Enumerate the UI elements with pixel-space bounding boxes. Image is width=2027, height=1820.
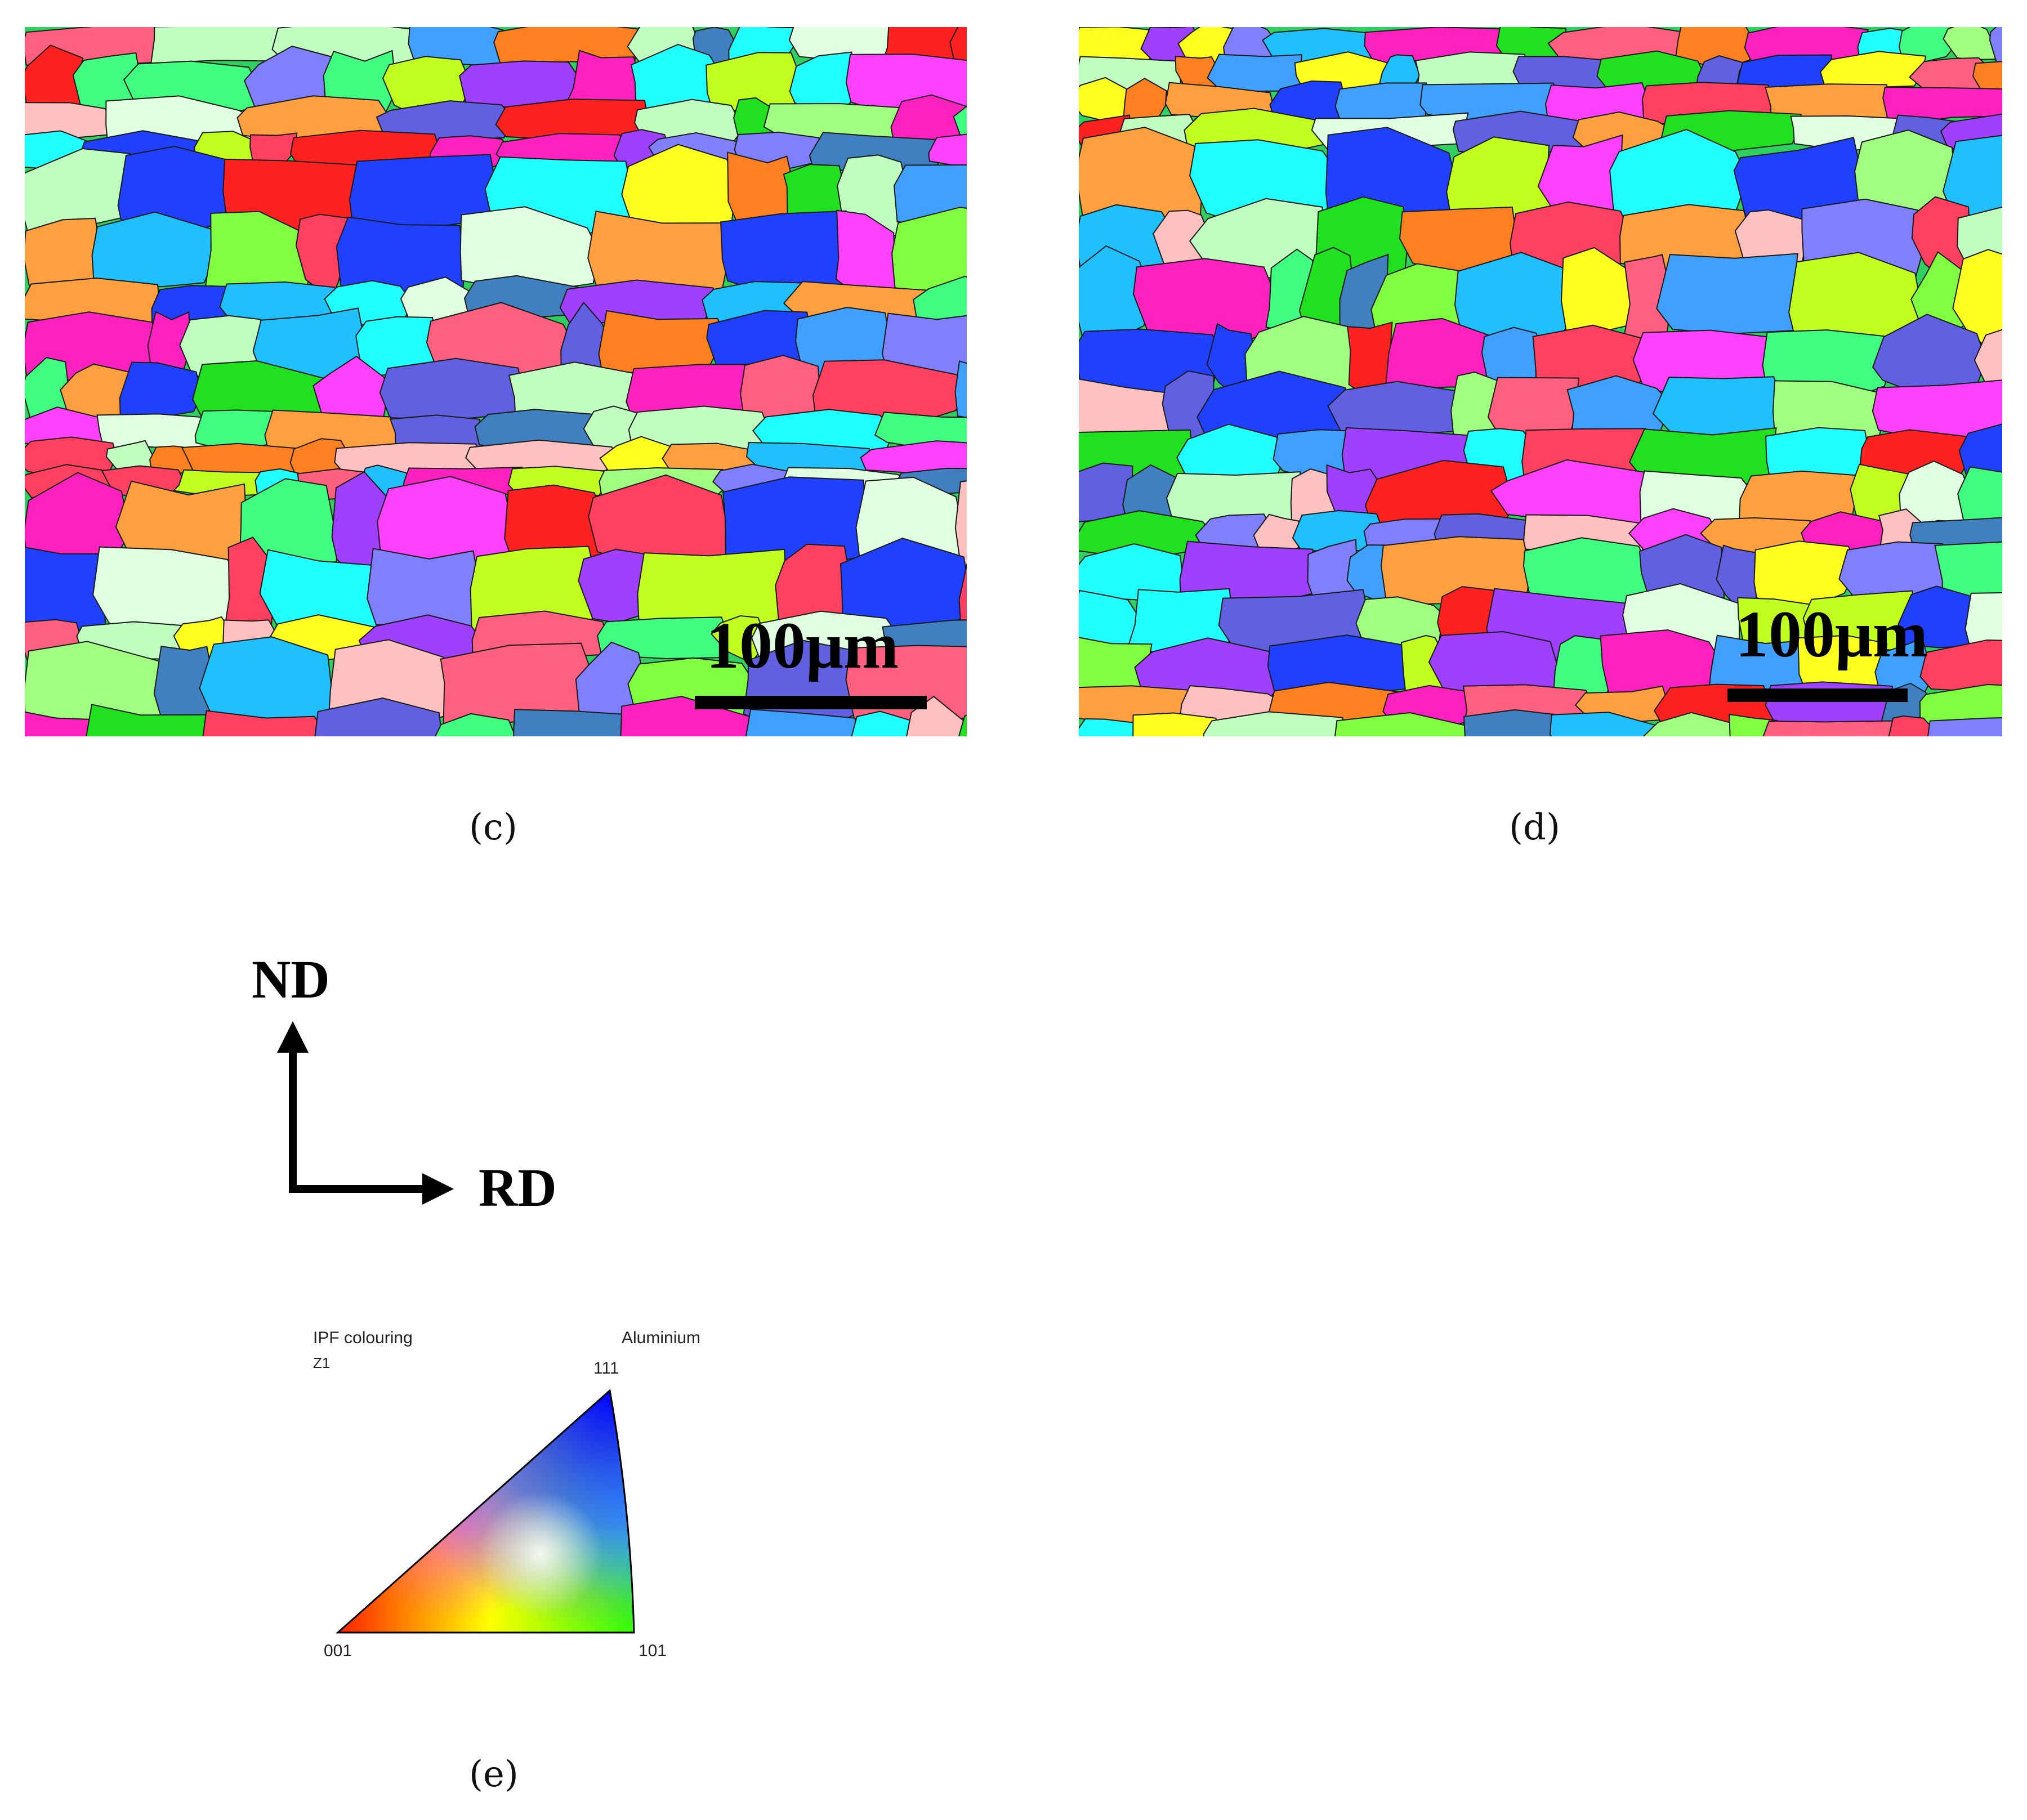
grain: [314, 697, 443, 736]
grain: [1989, 27, 2002, 65]
scale-bar-label-d: 100μm: [1735, 597, 1928, 671]
grain: [1943, 135, 2002, 221]
grain: [1463, 709, 1570, 736]
grain: [91, 211, 220, 288]
grain: [954, 360, 967, 418]
grain: [597, 616, 730, 659]
ebsd-map-d: 100μm: [1079, 27, 2002, 736]
grain: [1965, 592, 2002, 655]
grain: [1972, 61, 2002, 96]
grain: [1642, 712, 1744, 736]
grain: [435, 713, 516, 736]
grain-map-c: [25, 27, 967, 736]
rd-arrow: [289, 1173, 454, 1205]
grain: [379, 357, 523, 421]
grain: [459, 206, 600, 294]
ipf-material: Aluminium: [622, 1329, 701, 1347]
caption-d: (d): [1509, 807, 1560, 848]
scale-bar-c: [695, 696, 927, 709]
grain: [1203, 711, 1343, 736]
ebsd-map-c: 100μm: [25, 27, 967, 736]
grain: [1888, 715, 1940, 736]
grain: [86, 704, 210, 736]
grain: [367, 548, 483, 627]
grain: [25, 711, 94, 736]
grain: [913, 276, 967, 322]
ipf-corner-111: 111: [593, 1359, 619, 1378]
grain: [840, 537, 967, 640]
scale-bar-label-c: 100μm: [706, 609, 899, 682]
grain: [1334, 712, 1471, 736]
grain: [119, 361, 203, 423]
grain: [202, 710, 328, 736]
caption-c: (c): [469, 807, 517, 848]
grain: [1974, 329, 2002, 390]
grain: [789, 51, 858, 119]
grain: [1638, 534, 1725, 600]
axis-arrows: [277, 1021, 454, 1205]
grain: [891, 207, 967, 301]
grain: [958, 714, 967, 736]
axis-label-nd: ND: [252, 949, 330, 1009]
grain: [512, 709, 626, 736]
scale-bar-d: [1727, 688, 1908, 702]
grain: [860, 440, 967, 475]
grain: [238, 478, 337, 574]
grain: [1762, 720, 1898, 736]
grain: [1207, 53, 1303, 92]
grain: [295, 213, 350, 301]
grain: [1927, 717, 2002, 736]
axis-label-rd: RD: [479, 1157, 557, 1218]
grain: [958, 562, 967, 628]
ipf-corner-001: 001: [324, 1642, 352, 1660]
ipf-triangle: [336, 1389, 635, 1634]
grain-map-d: [1079, 27, 2002, 736]
grain: [851, 710, 913, 736]
grain: [1079, 245, 1154, 348]
grain: [1656, 253, 1798, 335]
grain: [1872, 379, 2002, 442]
grain: [949, 27, 967, 68]
grain: [1952, 249, 2002, 356]
grain: [954, 480, 967, 567]
grain: [1550, 712, 1660, 736]
grain: [1079, 718, 1144, 736]
ipf-title: IPF colouring: [313, 1329, 413, 1347]
grain: [1919, 639, 2002, 694]
grain: [1957, 466, 2002, 531]
ipf-corner-101: 101: [639, 1642, 667, 1660]
grain: [745, 708, 858, 736]
grain: [1934, 541, 2002, 606]
grain: [928, 133, 967, 168]
grain: [1253, 513, 1300, 552]
grain: [1753, 540, 1858, 611]
nd-arrow: [277, 1021, 309, 1189]
grain: [150, 27, 287, 64]
ipf-component: Z1: [313, 1354, 331, 1371]
grain: [1820, 51, 1927, 90]
caption-e: (e): [469, 1754, 519, 1795]
grain: [1132, 712, 1220, 736]
grain: [1919, 683, 2002, 729]
